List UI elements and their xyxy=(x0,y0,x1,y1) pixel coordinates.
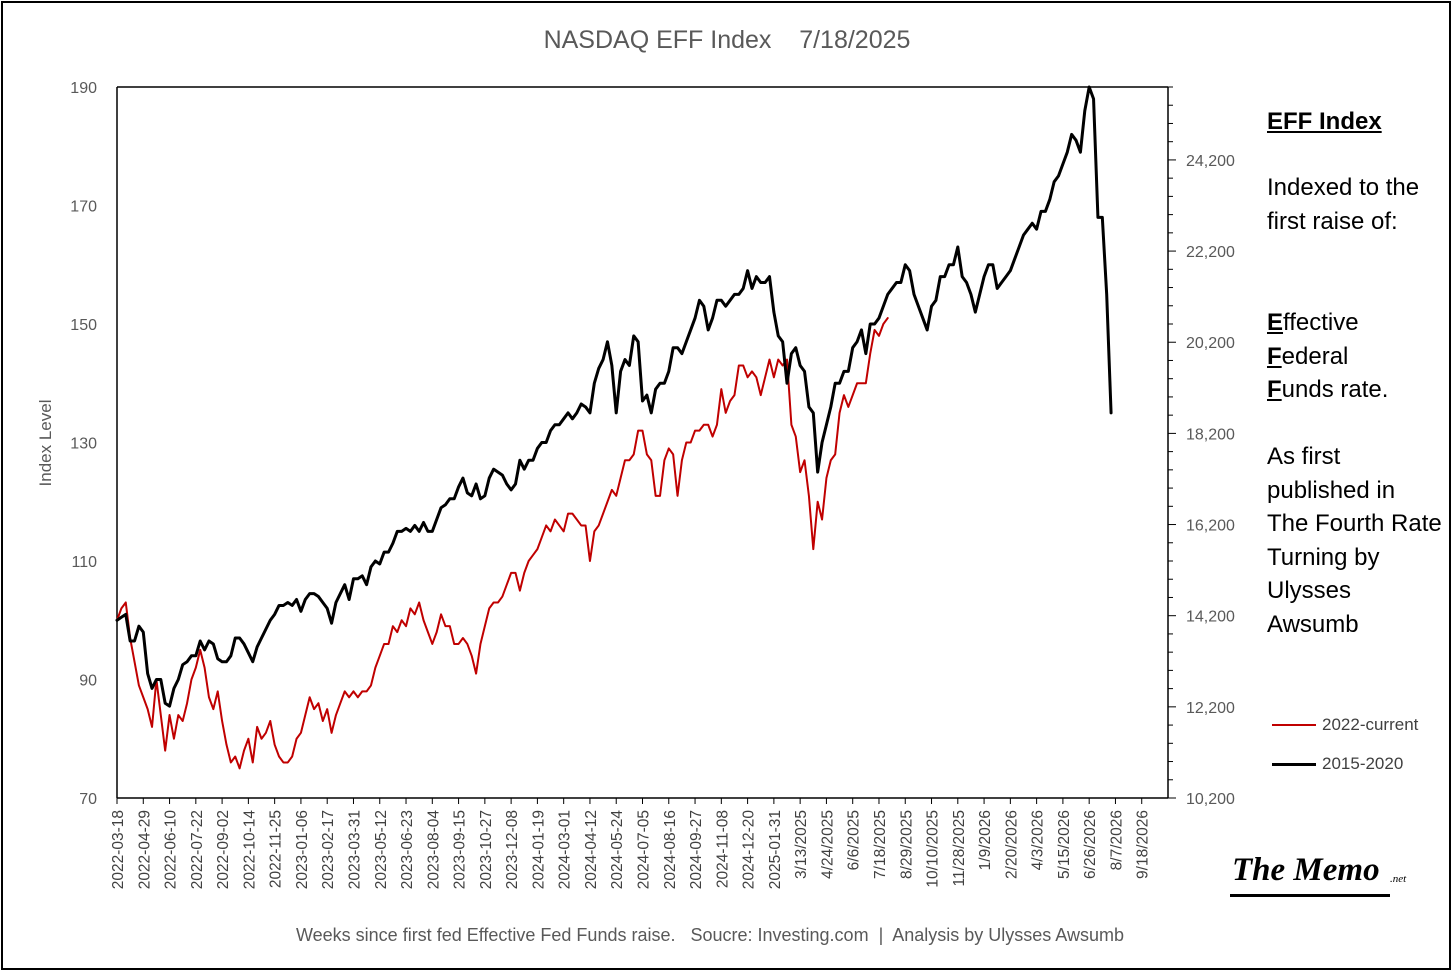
y-tick-label: 130 xyxy=(70,436,97,453)
axes-layer: 70 90 110 130 150 170 190 10,200 12,200 14,200 16,… xyxy=(70,80,1235,889)
x-tick-label: 2022-11-25 xyxy=(268,810,285,888)
y2-tick-label: 12,200 xyxy=(1186,700,1235,717)
x-tick-label: 2024-04-12 xyxy=(583,810,600,889)
x-tick-label: 6/26/2026 xyxy=(1082,810,1099,879)
x-tick-label: 3/13/2025 xyxy=(793,810,810,879)
eff-line-funds-rate: Funds rate. xyxy=(1267,373,1388,407)
x-tick-label: 2023-12-08 xyxy=(504,810,521,889)
x-tick-label: 11/28/2025 xyxy=(951,810,968,886)
x-tick-label: 2/20/2026 xyxy=(1003,810,1020,879)
legend-entry-2022-current: 2022-current xyxy=(1272,715,1418,735)
eff-line-federal: Federal xyxy=(1267,340,1388,374)
side-panel-heading: EFF Index xyxy=(1267,108,1382,135)
x-tick-label: 2024-03-01 xyxy=(557,810,574,889)
y2-tick-label: 20,200 xyxy=(1186,335,1235,352)
x-tick-label: 10/10/2025 xyxy=(925,810,942,888)
eff-line-effective: Effective xyxy=(1267,306,1388,340)
eff-rest: ederal xyxy=(1281,342,1349,370)
legend-swatch-black xyxy=(1272,762,1316,766)
y-tick-label: 170 xyxy=(70,199,97,216)
x-tick-label: 2023-01-06 xyxy=(294,810,311,889)
series-line-2022-current xyxy=(116,317,889,770)
x-tick-label: 8/29/2025 xyxy=(898,810,915,879)
legend-entry-2015-2020: 2015-2020 xyxy=(1272,754,1403,774)
eff-initial: E xyxy=(1267,309,1284,336)
the-memo-logo: The Memo .net xyxy=(1230,852,1406,897)
y2-tick-label: 14,200 xyxy=(1186,609,1235,626)
eff-rest: unds rate. xyxy=(1281,376,1389,403)
x-tick-label: 2023-06-23 xyxy=(399,810,416,889)
x-tick-label: 8/7/2026 xyxy=(1108,810,1125,870)
x-tick-label: 2023-08-04 xyxy=(425,810,442,890)
x-tick-label: 4/24/2025 xyxy=(819,810,836,879)
x-tick-label: 2022-06-10 xyxy=(163,810,180,890)
side-panel-indexed-text: Indexed to the first raise of: xyxy=(1267,174,1420,235)
eff-initial: F xyxy=(1267,376,1282,403)
x-tick-label: 2023-02-17 xyxy=(320,810,337,889)
x-tick-label: 2023-03-31 xyxy=(346,810,363,889)
y2-tick-label: 24,200 xyxy=(1186,153,1235,170)
series-layer xyxy=(115,85,1113,770)
y-tick-label: 110 xyxy=(71,554,97,571)
logo-suffix: .net xyxy=(1390,873,1407,885)
x-tick-label: 2024-07-05 xyxy=(636,810,653,889)
series-line-2015-2020 xyxy=(115,85,1113,708)
chart-title: NASDAQ EFF Index 7/18/2025 xyxy=(544,26,911,54)
y-tick-label: 70 xyxy=(79,791,97,808)
y-tick-label: 190 xyxy=(70,80,97,97)
x-tick-label: 2022-03-18 xyxy=(110,810,127,889)
logo-text: The Memo xyxy=(1232,852,1380,888)
legend-swatch-red xyxy=(1272,724,1316,726)
x-tick-label: 2025-01-31 xyxy=(767,810,784,889)
x-tick-label: 2023-09-15 xyxy=(452,810,469,889)
y-axis-title: Index Level xyxy=(36,400,55,487)
x-tick-label: 2023-05-12 xyxy=(373,810,390,889)
x-tick-label: 2024-08-16 xyxy=(662,810,679,889)
y-tick-label: 90 xyxy=(79,673,97,690)
side-panel-published-text: As first published in The Fourth Rate Tu… xyxy=(1267,443,1442,638)
x-tick-label: 6/6/2025 xyxy=(846,810,863,870)
x-tick-label: 5/15/2026 xyxy=(1056,810,1073,879)
x-tick-label: 1/9/2026 xyxy=(977,810,994,870)
x-tick-label: 2024-01-19 xyxy=(530,810,547,889)
y2-tick-label: 16,200 xyxy=(1186,518,1235,535)
x-tick-label: 7/18/2025 xyxy=(872,810,889,879)
x-axis-title: Weeks since first fed Effective Fed Fund… xyxy=(296,925,1124,945)
x-tick-label: 9/18/2026 xyxy=(1135,810,1152,879)
x-tick-label: 2022-04-29 xyxy=(136,810,153,889)
x-tick-label: 2023-10-27 xyxy=(478,810,495,889)
x-tick-label: 2022-07-22 xyxy=(189,810,206,889)
x-tick-label: 4/3/2026 xyxy=(1030,810,1047,870)
side-panel-eff-acronym: Effective Federal Funds rate. xyxy=(1267,306,1388,407)
y2-tick-label: 22,200 xyxy=(1186,244,1235,261)
x-tick-label: 2022-10-14 xyxy=(241,810,258,890)
x-tick-label: 2024-12-20 xyxy=(741,810,758,890)
y2-tick-label: 18,200 xyxy=(1186,426,1235,443)
eff-rest: ffective xyxy=(1283,309,1359,336)
x-tick-label: 2022-09-02 xyxy=(215,810,232,889)
x-tick-label: 2024-05-24 xyxy=(609,810,626,890)
eff-initial: F xyxy=(1267,342,1282,370)
y-tick-label: 150 xyxy=(70,317,97,334)
legend-label: 2022-current xyxy=(1322,715,1419,734)
x-tick-label: 2024-11-08 xyxy=(714,810,731,888)
y2-tick-label: 10,200 xyxy=(1186,791,1235,808)
x-tick-label: 2024-09-27 xyxy=(688,810,705,889)
legend-label: 2015-2020 xyxy=(1322,754,1404,773)
